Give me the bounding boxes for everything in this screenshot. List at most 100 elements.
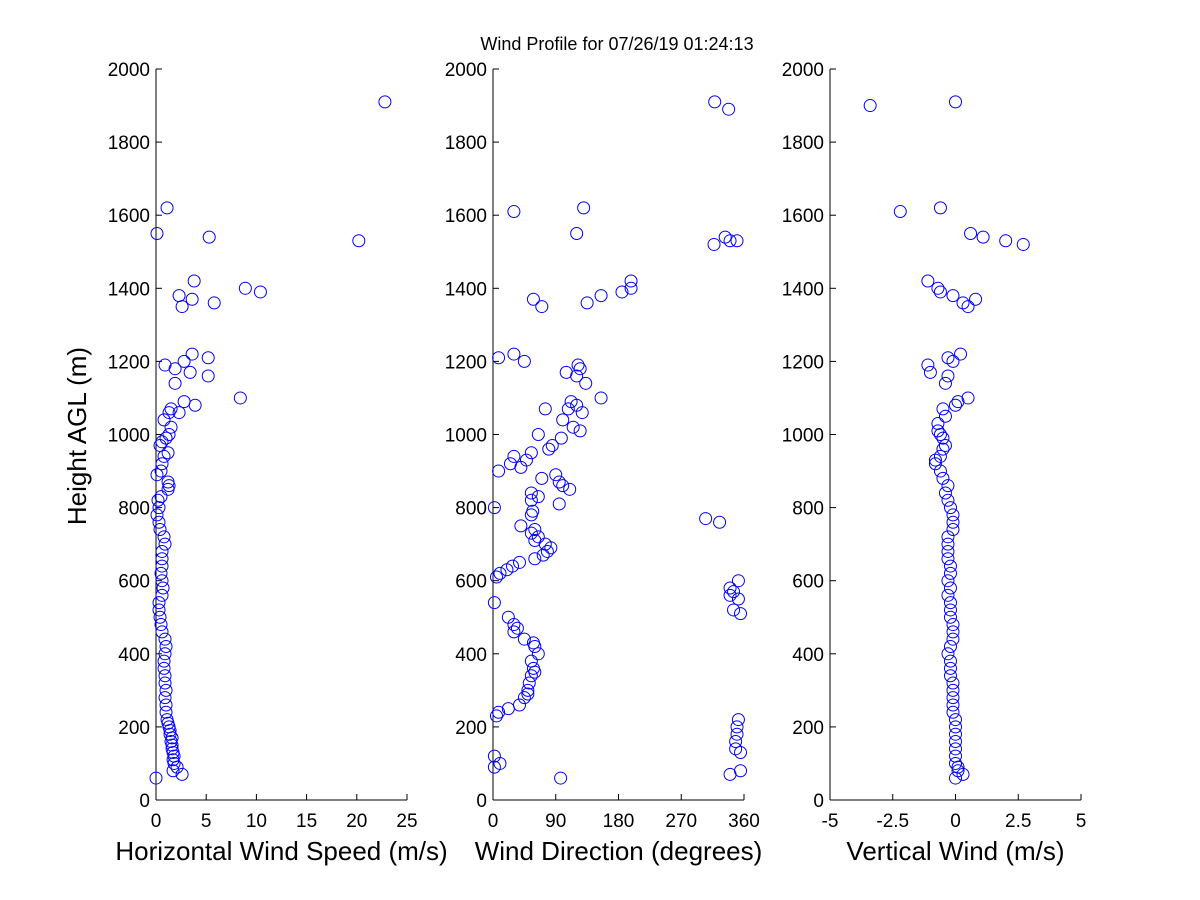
x-axis-label: Horizontal Wind Speed (m/s) (115, 836, 447, 866)
data-point (157, 530, 171, 544)
data-point (177, 395, 191, 409)
data-point (517, 691, 531, 705)
data-point (949, 713, 962, 727)
data-point (949, 95, 962, 109)
x-tick-label: 5 (1076, 811, 1087, 832)
y-tick-label: 1400 (445, 279, 487, 300)
data-point (933, 464, 947, 478)
data-point (954, 347, 968, 361)
data-point (545, 438, 559, 452)
data-point (526, 504, 540, 518)
data-point (152, 603, 166, 617)
data-point (964, 226, 978, 240)
data-point (168, 376, 182, 390)
y-tick-label: 1200 (445, 352, 487, 373)
data-point (172, 406, 186, 420)
data-point (933, 449, 947, 463)
data-point (155, 435, 169, 449)
data-point (201, 351, 215, 365)
data-point (159, 705, 173, 719)
y-tick-label: 1800 (108, 133, 150, 154)
data-point (969, 292, 983, 306)
data-point (155, 544, 169, 558)
data-point (149, 771, 163, 785)
data-point (526, 661, 540, 675)
data-point (949, 398, 962, 412)
data-point (943, 610, 957, 624)
data-point (549, 468, 563, 482)
data-point (154, 566, 168, 580)
data-point (152, 515, 166, 529)
data-point (154, 464, 168, 478)
data-point (378, 95, 392, 109)
y-tick-label: 1800 (782, 133, 824, 154)
data-point (487, 749, 501, 763)
y-tick-label: 400 (118, 645, 150, 666)
data-point (185, 347, 199, 361)
data-point (155, 559, 169, 573)
data-point (863, 99, 877, 113)
data-point (524, 493, 538, 507)
data-point (921, 358, 935, 372)
data-point (718, 230, 732, 244)
data-point (158, 676, 172, 690)
data-point (150, 508, 164, 522)
data-point (941, 544, 955, 558)
data-point (151, 493, 165, 507)
data-point (506, 559, 520, 573)
data-point (531, 530, 545, 544)
data-point (492, 351, 506, 365)
data-point (946, 289, 960, 303)
data-point (594, 289, 608, 303)
data-series (487, 95, 748, 785)
data-point (159, 639, 173, 653)
data-point (933, 285, 947, 299)
y-tick-label: 800 (455, 499, 487, 520)
y-tick-label: 400 (792, 645, 824, 666)
data-point (708, 95, 722, 109)
data-point (524, 486, 538, 500)
data-point (159, 698, 173, 712)
data-point (941, 369, 955, 383)
data-point (951, 395, 965, 409)
data-point (734, 745, 748, 759)
y-tick-label: 600 (792, 572, 824, 593)
data-point (941, 493, 955, 507)
x-tick-label: 2.5 (1005, 811, 1031, 832)
data-point (729, 742, 743, 756)
data-point (201, 369, 215, 383)
data-point (727, 603, 741, 617)
data-point (943, 661, 957, 675)
y-tick-label: 2000 (108, 60, 150, 81)
data-point (517, 354, 531, 368)
data-point (164, 402, 178, 416)
data-point (564, 395, 578, 409)
data-point (938, 486, 952, 500)
data-point (202, 230, 216, 244)
data-point (615, 285, 629, 299)
data-point (713, 515, 727, 529)
x-tick-label: 180 (603, 811, 635, 832)
data-point (580, 296, 594, 310)
data-point (512, 698, 526, 712)
data-point (956, 296, 970, 310)
data-point (941, 351, 955, 365)
data-point (507, 449, 521, 463)
data-point (507, 347, 521, 361)
data-point (531, 490, 545, 504)
data-point (946, 632, 960, 646)
y-tick-label: 0 (476, 791, 487, 812)
y-tick-label: 1800 (445, 133, 487, 154)
data-point (522, 676, 536, 690)
data-point (526, 292, 540, 306)
data-point (999, 234, 1013, 248)
data-point (233, 391, 247, 405)
data-point (943, 559, 957, 573)
data-point (579, 376, 593, 390)
data-point (158, 647, 172, 661)
data-point (164, 420, 178, 434)
x-tick-label: 270 (665, 811, 697, 832)
data-point (507, 205, 521, 219)
y-tick-label: 1600 (782, 206, 824, 227)
